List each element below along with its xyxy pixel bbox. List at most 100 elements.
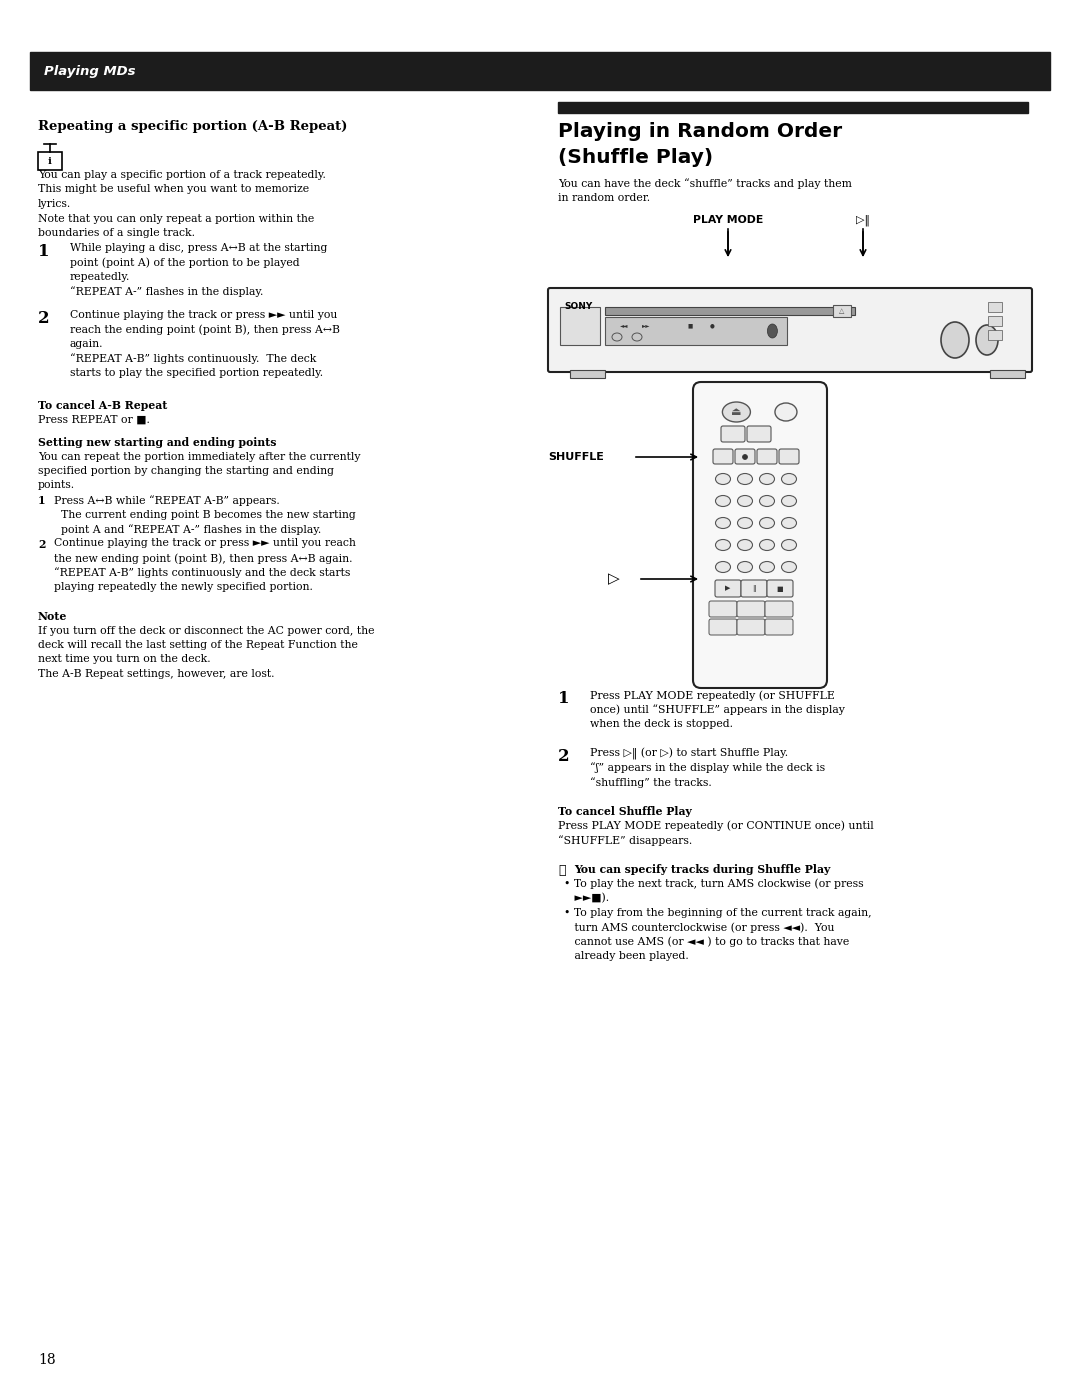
Bar (833, 305, 851, 317)
Text: While playing a disc, press A↔B at the starting: While playing a disc, press A↔B at the s… (70, 243, 327, 253)
Text: ►►: ►► (642, 324, 650, 328)
Text: You can have the deck “shuffle” tracks and play them: You can have the deck “shuffle” tracks a… (558, 177, 852, 189)
Text: To cancel A-B Repeat: To cancel A-B Repeat (38, 400, 167, 411)
Text: ‖: ‖ (753, 585, 756, 592)
Text: “REPEAT A-” flashes in the display.: “REPEAT A-” flashes in the display. (70, 286, 264, 298)
Text: The current ending point B becomes the new starting: The current ending point B becomes the n… (54, 510, 355, 520)
Ellipse shape (782, 562, 797, 573)
Text: specified portion by changing the starting and ending: specified portion by changing the starti… (38, 467, 334, 476)
FancyBboxPatch shape (708, 601, 737, 617)
Bar (605, 307, 854, 314)
Text: Press REPEAT or ■.: Press REPEAT or ■. (38, 415, 150, 425)
Text: You can repeat the portion immediately after the currently: You can repeat the portion immediately a… (38, 451, 361, 461)
Text: once) until “SHUFFLE” appears in the display: once) until “SHUFFLE” appears in the dis… (590, 704, 845, 715)
Text: 1: 1 (558, 690, 569, 707)
Text: ▷‖: ▷‖ (856, 215, 870, 226)
FancyBboxPatch shape (715, 580, 741, 597)
Ellipse shape (738, 474, 753, 485)
Text: “shuffling” the tracks.: “shuffling” the tracks. (590, 777, 712, 788)
Text: reach the ending point (point B), then press A↔B: reach the ending point (point B), then p… (70, 324, 340, 335)
Text: “SHUFFLE” disappears.: “SHUFFLE” disappears. (558, 835, 692, 845)
Text: 1: 1 (38, 495, 45, 506)
Text: This might be useful when you want to memorize: This might be useful when you want to me… (38, 184, 309, 194)
FancyBboxPatch shape (548, 288, 1032, 372)
FancyBboxPatch shape (735, 448, 755, 464)
Bar (615, 321, 633, 331)
Text: turn AMS counterclockwise (or press ◄◄).  You: turn AMS counterclockwise (or press ◄◄).… (564, 922, 835, 933)
Text: ●: ● (710, 324, 714, 328)
Bar (38, 152, 62, 170)
Text: “REPEAT A-B” lights continuously.  The deck: “REPEAT A-B” lights continuously. The de… (70, 353, 316, 365)
Ellipse shape (759, 539, 774, 550)
Text: ■: ■ (687, 324, 692, 328)
Bar (558, 102, 1028, 113)
Text: • To play the next track, turn AMS clockwise (or press: • To play the next track, turn AMS clock… (564, 879, 864, 888)
Text: • To play from the beginning of the current track again,: • To play from the beginning of the curr… (564, 908, 872, 918)
Ellipse shape (743, 454, 747, 460)
FancyBboxPatch shape (757, 448, 777, 464)
FancyBboxPatch shape (721, 426, 745, 441)
Ellipse shape (759, 474, 774, 485)
Text: boundaries of a single track.: boundaries of a single track. (38, 228, 195, 237)
Bar (988, 330, 1002, 339)
Ellipse shape (715, 562, 730, 573)
Bar (605, 317, 787, 345)
Ellipse shape (759, 496, 774, 507)
Ellipse shape (715, 474, 730, 485)
Ellipse shape (715, 517, 730, 528)
Text: ■: ■ (777, 585, 783, 591)
Bar (988, 316, 1002, 326)
Ellipse shape (738, 562, 753, 573)
Text: Note: Note (38, 610, 67, 622)
FancyBboxPatch shape (779, 448, 799, 464)
Bar (681, 321, 699, 331)
Text: Continue playing the track or press ►► until you reach: Continue playing the track or press ►► u… (54, 538, 356, 549)
Text: repeatedly.: repeatedly. (70, 272, 131, 282)
Text: ◄◄: ◄◄ (620, 324, 629, 328)
Text: (Shuffle Play): (Shuffle Play) (558, 148, 713, 168)
Ellipse shape (738, 539, 753, 550)
Text: 2: 2 (38, 310, 50, 327)
Text: 2: 2 (38, 538, 45, 549)
Ellipse shape (976, 326, 998, 355)
Text: in random order.: in random order. (558, 193, 650, 203)
Ellipse shape (759, 562, 774, 573)
Bar (988, 302, 1002, 312)
Text: You can specify tracks during Shuffle Play: You can specify tracks during Shuffle Pl… (573, 863, 831, 875)
FancyBboxPatch shape (747, 426, 771, 441)
Text: the new ending point (point B), then press A↔B again.: the new ending point (point B), then pre… (54, 553, 352, 563)
FancyBboxPatch shape (693, 381, 827, 687)
Ellipse shape (768, 324, 778, 338)
FancyBboxPatch shape (767, 580, 793, 597)
FancyBboxPatch shape (737, 601, 765, 617)
FancyBboxPatch shape (741, 580, 767, 597)
Bar (561, 307, 600, 345)
Text: Press PLAY MODE repeatedly (or CONTINUE once) until: Press PLAY MODE repeatedly (or CONTINUE … (558, 820, 874, 831)
FancyBboxPatch shape (765, 619, 793, 636)
Ellipse shape (782, 496, 797, 507)
Text: Continue playing the track or press ►► until you: Continue playing the track or press ►► u… (70, 310, 337, 320)
Text: SHUFFLE: SHUFFLE (548, 453, 604, 462)
Bar (30, 52, 1050, 89)
Ellipse shape (775, 402, 797, 420)
Text: 2: 2 (558, 747, 569, 766)
Bar (990, 370, 1025, 379)
Text: already been played.: already been played. (564, 951, 689, 961)
Ellipse shape (941, 321, 969, 358)
Ellipse shape (782, 474, 797, 485)
Text: The A-B Repeat settings, however, are lost.: The A-B Repeat settings, however, are lo… (38, 669, 274, 679)
Ellipse shape (738, 517, 753, 528)
Text: Note that you can only repeat a portion within the: Note that you can only repeat a portion … (38, 214, 314, 224)
Ellipse shape (715, 539, 730, 550)
Text: You can play a specific portion of a track repeatedly.: You can play a specific portion of a tra… (38, 170, 326, 180)
Text: ►►■).: ►►■). (564, 893, 609, 904)
FancyBboxPatch shape (713, 448, 733, 464)
Text: Repeating a specific portion (A-B Repeat): Repeating a specific portion (A-B Repeat… (38, 120, 348, 133)
FancyBboxPatch shape (765, 601, 793, 617)
Ellipse shape (738, 496, 753, 507)
Bar (637, 321, 654, 331)
Ellipse shape (782, 517, 797, 528)
Text: ▶: ▶ (726, 585, 731, 591)
Ellipse shape (782, 539, 797, 550)
Text: Playing in Random Order: Playing in Random Order (558, 122, 842, 141)
